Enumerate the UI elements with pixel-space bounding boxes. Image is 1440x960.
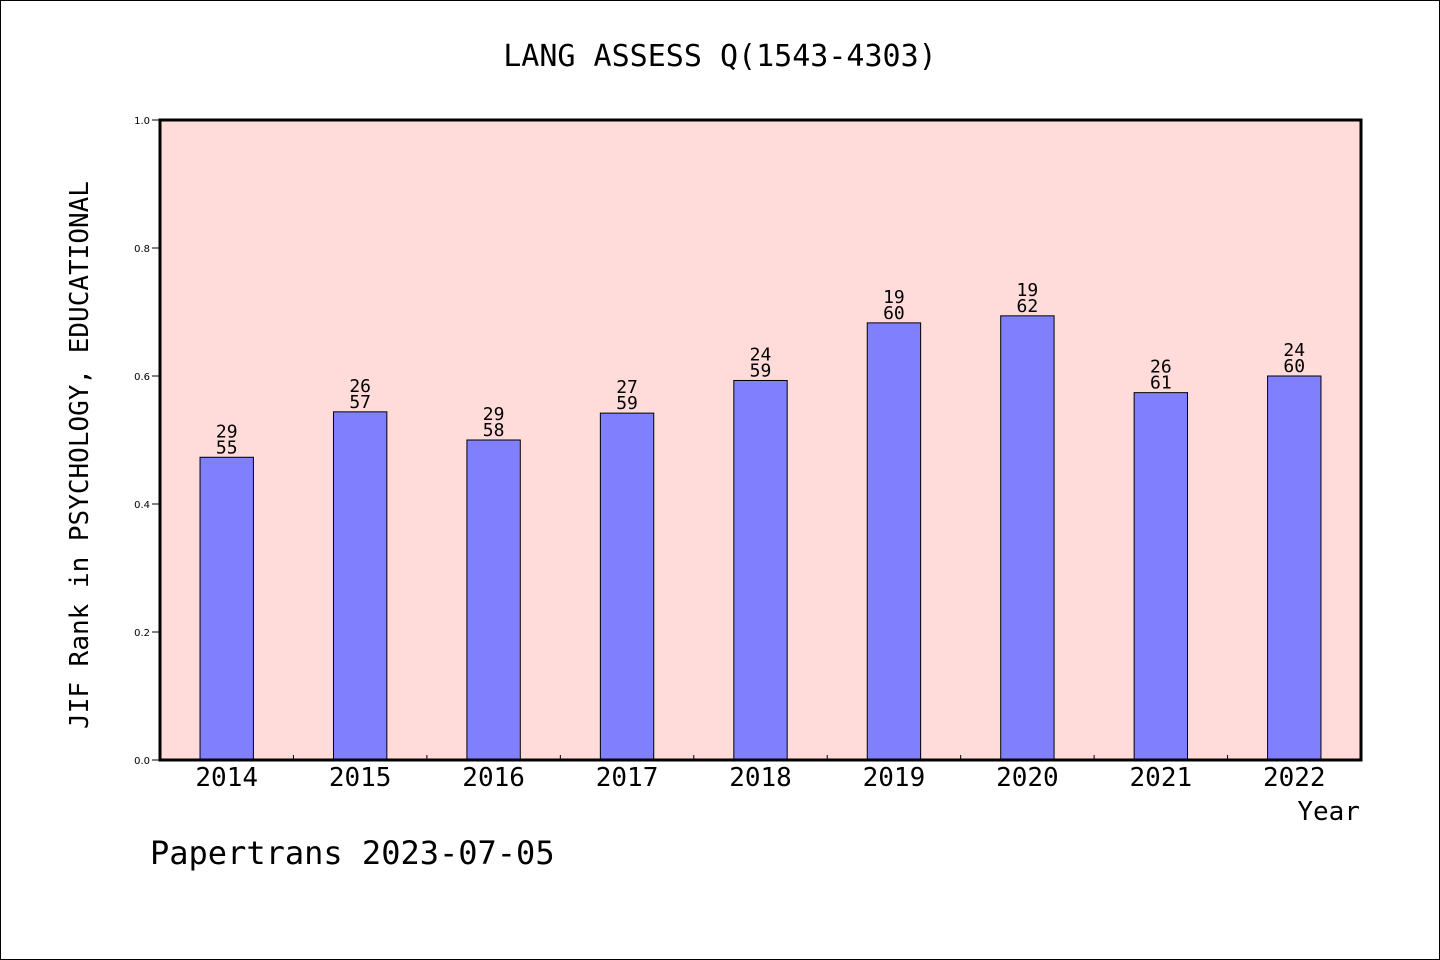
x-tick-label-2020: 2020 [996,763,1059,793]
y-axis-ticks: 0.0 0.2 0.4 0.6 0.8 1.0 [134,116,160,767]
bar-label-2022-total: 60 [1283,356,1305,377]
x-tick-label-2015: 2015 [329,763,392,793]
bar-2018 [733,379,788,761]
x-tick-label-2017: 2017 [596,763,659,793]
bar-label-2022-rank: 24 [1283,340,1305,361]
bar-label-2015-rank: 26 [349,376,371,397]
x-tick-label-2018: 2018 [729,763,792,793]
bar-label-2020-rank: 19 [1017,280,1039,301]
bar-label-2019-rank: 19 [883,287,905,308]
chart-title: LANG ASSESS Q(1543-4303) [503,39,936,74]
bar-2017 [599,412,655,761]
plot-border [158,118,1363,762]
y-tick-label-0.8: 0.8 [134,244,150,255]
bar-2021 [1133,392,1189,761]
y-tick-label-0.4: 0.4 [134,500,150,511]
bar-2019 [866,322,922,761]
bar-label-2016-rank: 29 [483,404,505,425]
bar-label-2017-total: 59 [616,393,638,414]
bars-group [199,315,1322,761]
footer-text: Papertrans 2023-07-05 [150,834,555,872]
bar-2014 [199,456,254,761]
bar-label-2017-rank: 27 [616,377,638,398]
y-tick-label-0.0: 0.0 [134,756,150,767]
x-axis-ticks: 2014 2015 2016 2017 2018 2019 2020 2021 2022 [195,755,1326,793]
bar-label-2018-rank: 24 [750,344,772,365]
x-tick-label-2016: 2016 [462,763,525,793]
y-tick-label-0.2: 0.2 [134,628,150,639]
bar-label-2021-total: 61 [1150,373,1172,394]
bar-label-2020-total: 62 [1017,296,1039,317]
x-tick-label-2019: 2019 [863,763,926,793]
bar-2020 [1000,315,1055,761]
y-tick-label-0.6: 0.6 [134,372,150,383]
bar-label-2019-total: 60 [883,303,905,324]
bar-label-2016-total: 58 [483,420,505,441]
bar-2015 [332,411,388,761]
bar-label-2014-rank: 29 [216,421,238,442]
y-tick-label-1.0: 1.0 [134,116,150,127]
bar-2022 [1267,375,1322,761]
bar-label-2021-rank: 26 [1150,357,1172,378]
bar-label-2015-total: 57 [349,392,371,413]
y-axis-label: JIF Rank in PSYCHOLOGY, EDUCATIONAL [65,181,95,729]
x-axis-label: Year [1297,797,1360,827]
x-tick-label-2022: 2022 [1263,763,1326,793]
x-tick-label-2021: 2021 [1130,763,1193,793]
bar-label-2014-total: 55 [216,437,238,458]
bar-label-2018-total: 59 [750,360,772,381]
x-tick-label-2014: 2014 [195,763,258,793]
bar-2016 [466,439,521,761]
